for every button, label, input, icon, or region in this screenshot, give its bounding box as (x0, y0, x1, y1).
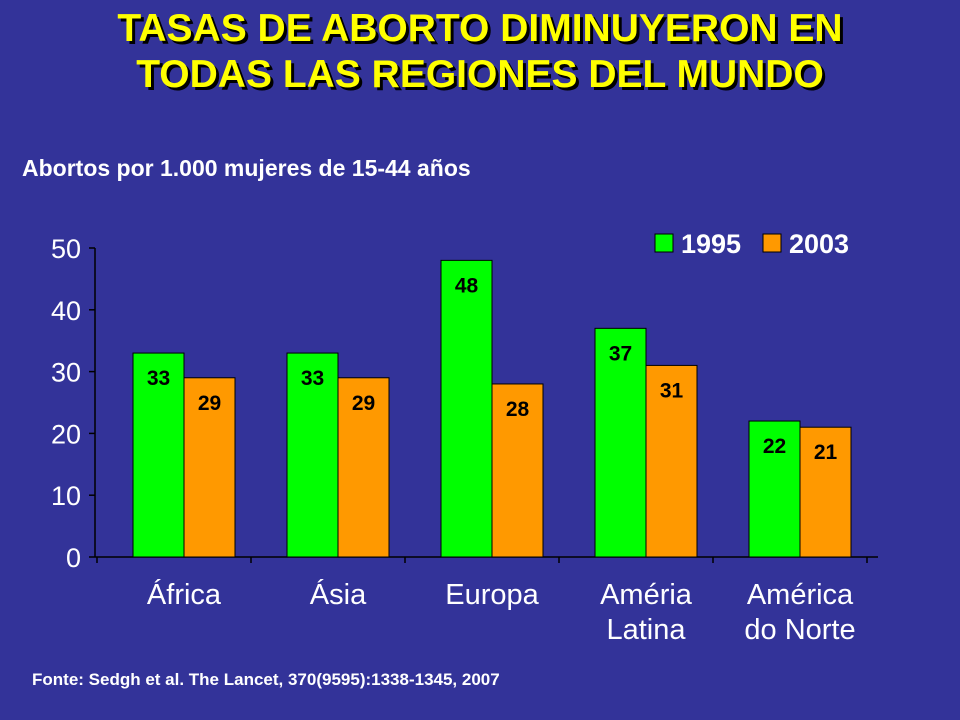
y-tick-label: 20 (51, 419, 81, 449)
category-label: África (147, 578, 222, 611)
bar-data-label: 29 (352, 392, 375, 415)
bar-2003 (799, 426, 852, 558)
category-label: do Norte (744, 614, 855, 646)
category-label: Europa (445, 579, 539, 611)
bar-data-label: 48 (455, 274, 479, 297)
bar-data-label: 22 (763, 435, 786, 458)
bar-data-label: 33 (147, 367, 170, 390)
legend-label: 2003 (789, 229, 849, 259)
bar-1995 (286, 352, 339, 558)
bar-1995 (132, 352, 185, 558)
y-tick-label: 50 (51, 234, 81, 264)
bar-2003 (491, 383, 544, 558)
chart-subtitle: Abortos por 1.000 mujeres de 15-44 años (22, 155, 471, 181)
category-label: América (747, 579, 854, 611)
bar-1995 (748, 420, 801, 558)
bar-data-label: 28 (506, 398, 530, 421)
bar-data-label: 21 (814, 441, 838, 464)
y-tick-label: 30 (51, 358, 81, 388)
legend-label: 1995 (681, 229, 741, 259)
bar-data-label: 37 (609, 342, 632, 365)
bar-data-label: 29 (198, 392, 221, 415)
bar-2003 (645, 364, 698, 558)
title-line-1: TASAS DE ABORTO DIMINUYERON EN (117, 7, 843, 50)
source-citation: Fonte: Sedgh et al. The Lancet, 370(9595… (32, 670, 500, 689)
category-label: Améria (600, 579, 693, 611)
y-tick-label: 0 (66, 543, 81, 573)
legend-swatch-1995 (654, 233, 674, 253)
bar-1995 (440, 259, 493, 558)
category-label: Ásia (310, 578, 367, 611)
category-label: Latina (606, 614, 686, 646)
legend-swatch-2003 (762, 233, 782, 253)
slide-title: TASAS DE ABORTO DIMINUYERON EN TODAS LAS… (0, 6, 960, 98)
bar-2003 (337, 377, 390, 558)
bar-data-label: 31 (660, 379, 684, 402)
y-tick-label: 10 (51, 481, 81, 511)
y-tick-label: 40 (51, 296, 81, 326)
bar-1995 (594, 327, 647, 558)
title-line-2: TODAS LAS REGIONES DEL MUNDO (136, 53, 824, 96)
bar-data-label: 33 (301, 367, 324, 390)
bar-2003 (183, 377, 236, 558)
